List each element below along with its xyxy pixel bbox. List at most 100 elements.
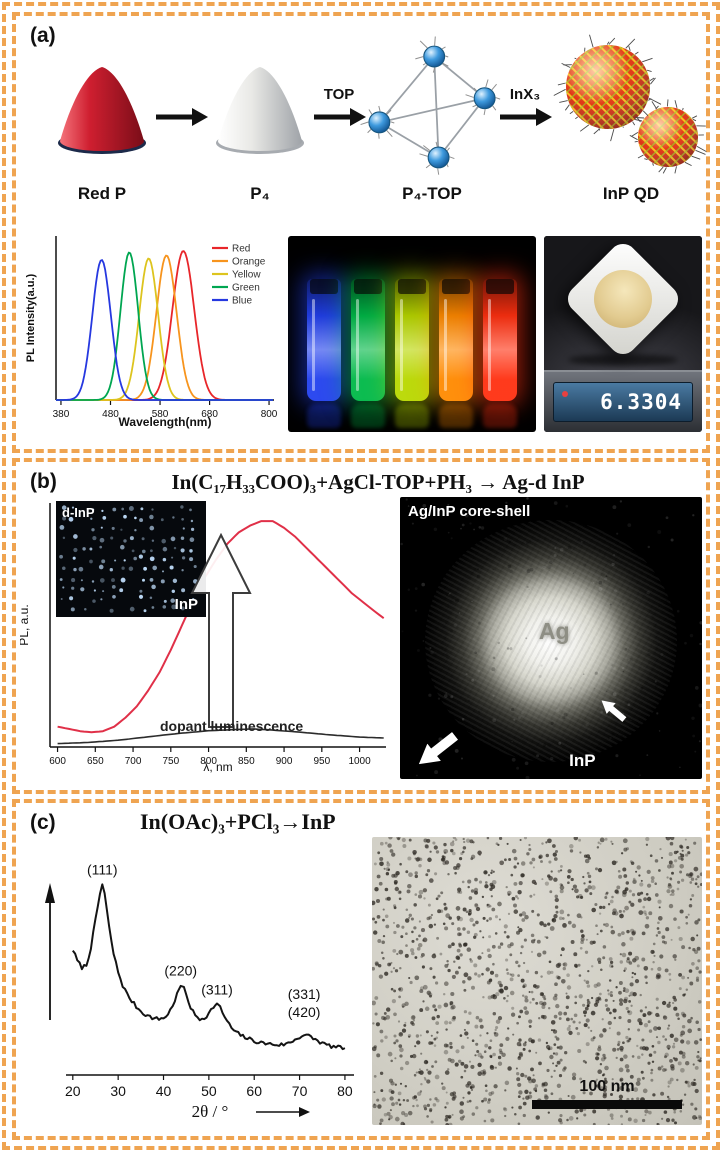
xrd-pattern-chart: 20 30 40 50 60 70 80 2θ / ° (111) (220) (311) (331)… — [20, 837, 364, 1125]
pl-spectrum-chart: 600 650 700 750 800 850 900 950 1000 λ, nm PL, a.u… — [20, 497, 392, 779]
tem-caption: Ag/InP core-shell — [408, 503, 531, 520]
svg-text:(311): (311) — [201, 981, 233, 997]
p4-figure — [208, 32, 312, 182]
tem-c: 100 nm — [372, 837, 702, 1125]
svg-text:480: 480 — [102, 409, 119, 420]
vial — [351, 279, 385, 428]
panel-c-content: 20 30 40 50 60 70 80 2θ / ° (111) (220) (311) (331)… — [20, 837, 702, 1125]
svg-text:950: 950 — [313, 756, 330, 767]
panel-c-label: (c) — [30, 811, 56, 834]
inset-top-label: d-InP — [62, 505, 95, 520]
svg-text:(420): (420) — [288, 1004, 321, 1020]
inp-qd-label: InP QD — [602, 184, 660, 203]
panel-c: (c) In(OAc)₃+PCl₃→InP 20 30 40 50 60 70 80 2θ /… — [12, 799, 710, 1140]
panel-b-label: (b) — [30, 470, 57, 493]
enhancement-up-arrow — [190, 533, 252, 728]
red-p-figure — [50, 32, 154, 182]
svg-text:λ, nm: λ, nm — [203, 760, 232, 774]
panel-a-label: (a) — [30, 24, 56, 47]
svg-text:800: 800 — [200, 756, 217, 767]
svg-text:700: 700 — [125, 756, 142, 767]
p4-label: P₄ — [250, 184, 270, 203]
qd-vials-photo — [288, 236, 536, 432]
vials-row — [307, 279, 517, 428]
panel-c-reaction-equation: In(OAc)₃+PCl₃→InP — [140, 809, 336, 834]
p4-top-figure — [360, 32, 501, 182]
vial — [439, 279, 473, 428]
arrow-2-label-top: TOP — [323, 86, 355, 103]
right-arrow-icon — [156, 108, 208, 126]
scale-bar-label: 100 nm — [579, 1078, 635, 1095]
svg-text:750: 750 — [162, 756, 179, 767]
svg-text:Blue: Blue — [232, 296, 252, 307]
vial — [395, 279, 429, 428]
ag-core-particle — [425, 519, 677, 762]
panel-b-reaction-equation: In(C₁₇H₃₃COO)₃+AgCl-TOP+PH₃ → Ag-d InP — [171, 470, 585, 494]
balance-reading: 6.3304 — [600, 390, 682, 414]
scheme-step-red-p: Red P — [50, 32, 154, 204]
panel-a-results-row: 380 480 580 680 800 Wavelength(nm) PL Intensit… — [20, 232, 702, 434]
pl-spectrum-b-wrap: 600 650 700 750 800 850 900 950 1000 λ, nm PL, a.u… — [20, 497, 392, 779]
svg-text:PL, a.u.: PL, a.u. — [20, 604, 31, 645]
panel-b: (b) In(C₁₇H₃₃COO)₃+AgCl-TOP+PH₃ → Ag-d I… — [12, 458, 710, 794]
balance-display: 6.3304 — [553, 382, 693, 422]
svg-text:900: 900 — [276, 756, 293, 767]
svg-text:1000: 1000 — [348, 756, 371, 767]
ag-tem: Ag/InP core-shell Ag InP — [400, 497, 702, 779]
tem-c-noise — [372, 837, 702, 1125]
pan-shadow — [568, 354, 678, 366]
red-p-label: Red P — [77, 184, 127, 203]
svg-text:40: 40 — [156, 1083, 172, 1099]
svg-text:(111): (111) — [87, 862, 118, 878]
right-arrow-icon — [500, 108, 552, 126]
svg-text:Yellow: Yellow — [232, 270, 261, 281]
balance-front-panel: 6.3304 — [544, 370, 702, 432]
svg-text:Green: Green — [232, 283, 260, 294]
white-p4-cone-illustration — [216, 67, 304, 154]
arrow-3-label-top: InX₃ — [509, 86, 541, 103]
svg-text:2θ / °: 2θ / ° — [192, 1102, 229, 1121]
reaction-arrow-1 — [154, 32, 208, 182]
p4-top-tetrahedron-illustration — [360, 36, 501, 175]
svg-text:50: 50 — [201, 1083, 217, 1099]
svg-text:(331): (331) — [288, 986, 321, 1002]
inset-bottom-label: InP — [174, 596, 198, 613]
svg-text:850: 850 — [238, 756, 255, 767]
svg-text:580: 580 — [152, 409, 169, 420]
weighing-boat — [562, 238, 684, 360]
scheme-step-p4-top: P₄-TOP — [360, 32, 501, 204]
svg-text:680: 680 — [201, 409, 218, 420]
svg-text:650: 650 — [87, 756, 104, 767]
svg-text:Orange: Orange — [232, 257, 266, 268]
dinp-tem-inset: d-InP InP — [56, 501, 206, 617]
svg-text:PL Intensity(a.u.): PL Intensity(a.u.) — [25, 273, 37, 362]
panel-b-content: 600 650 700 750 800 850 900 950 1000 λ, nm PL, a.u… — [20, 497, 702, 779]
svg-text:60: 60 — [246, 1083, 262, 1099]
svg-text:800: 800 — [261, 409, 278, 420]
red-phosphorus-cone-illustration — [58, 67, 146, 154]
right-arrow-icon — [314, 108, 366, 126]
vial — [483, 279, 517, 428]
ag-tem-noise — [400, 497, 702, 779]
scale-bar-line — [532, 1100, 682, 1109]
reaction-arrow-2: TOP — [312, 32, 366, 182]
weighing-boat-area — [544, 236, 702, 370]
scheme-step-p4: P₄ — [208, 32, 312, 204]
powder-sample — [581, 257, 665, 341]
svg-text:380: 380 — [53, 409, 70, 420]
svg-text:600: 600 — [49, 756, 66, 767]
svg-text:70: 70 — [292, 1083, 308, 1099]
balance-photo: 6.3304 — [544, 236, 702, 432]
dopant-luminescence-annotation: dopant luminescence — [160, 718, 304, 734]
svg-text:20: 20 — [65, 1083, 81, 1099]
svg-text:Red: Red — [232, 244, 250, 255]
inp-qd-figure — [552, 32, 710, 182]
inp-qd-spheres-illustration — [553, 34, 707, 174]
svg-text:(220): (220) — [164, 962, 197, 978]
svg-text:30: 30 — [110, 1083, 126, 1099]
pl-spectra-chart: 380 480 580 680 800 Wavelength(nm) PL Intensit… — [20, 232, 280, 434]
svg-text:80: 80 — [337, 1083, 353, 1099]
svg-text:Wavelength(nm): Wavelength(nm) — [119, 415, 212, 429]
lattice-fringes-texture — [425, 519, 677, 762]
